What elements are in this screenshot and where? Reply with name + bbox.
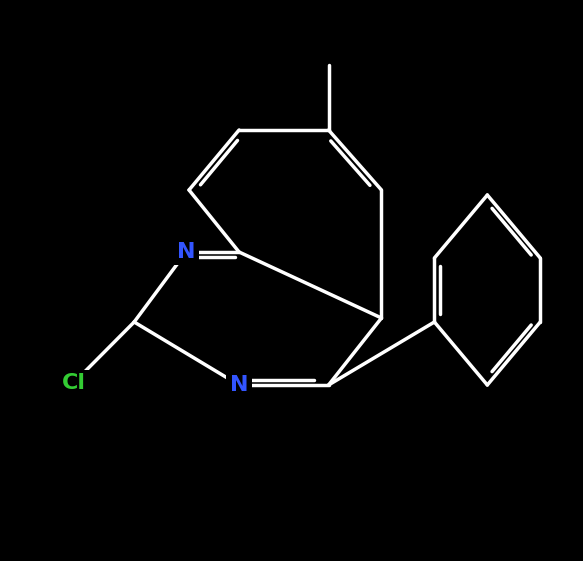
Text: Cl: Cl xyxy=(62,373,86,393)
Text: N: N xyxy=(230,375,248,395)
Text: N: N xyxy=(177,242,195,262)
